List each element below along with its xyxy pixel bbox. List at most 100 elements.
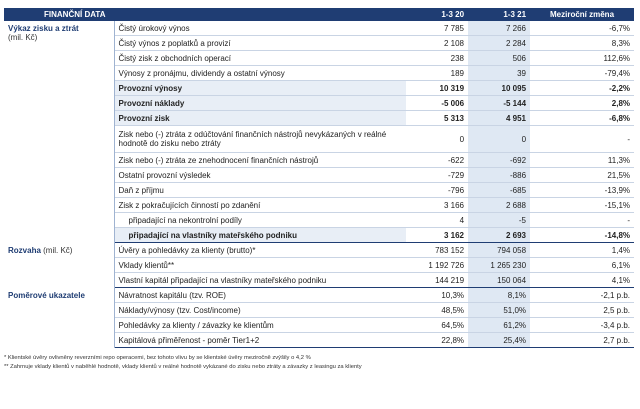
row-value: 3 166	[406, 197, 469, 213]
row-value: 21,5%	[530, 167, 635, 183]
row-value: 10,3%	[406, 287, 469, 303]
row-value: -622	[406, 152, 469, 168]
section-label-cell: Rozvaha (mil. Kč)	[4, 242, 115, 288]
row-label: Čistý úrokový výnos	[114, 21, 407, 36]
footnote: ** Zahrnuje vklady klientů v naběhlé hod…	[4, 364, 362, 370]
section-label-cell: Poměrové ukazatele	[4, 287, 115, 348]
row-label: Náklady/výnosy (tzv. Cost/income)	[114, 302, 407, 318]
row-label: Provozní výnosy	[114, 80, 407, 96]
row-value: -5 006	[406, 95, 469, 111]
row-value: -685	[468, 182, 531, 198]
row-label: Kapitálová přiměřenost - poměr Tier1+2	[114, 332, 407, 348]
row-label: Daň z příjmu	[114, 182, 407, 198]
row-value: 150 064	[468, 272, 531, 288]
row-value: 4 951	[468, 110, 531, 126]
row-label: Pohledávky za klienty / závazky ke klien…	[114, 317, 407, 333]
row-value: 3 162	[406, 227, 469, 243]
section-label: Poměrové ukazatele	[8, 290, 85, 300]
row-value: 0	[406, 125, 469, 153]
header-col: Meziroční změna	[530, 8, 635, 21]
row-label: Úvěry a pohledávky za klienty (brutto)*	[114, 242, 407, 258]
row-value: 7 266	[468, 21, 531, 36]
row-value: -886	[468, 167, 531, 183]
table-row: Daň z příjmu -796 -685 -13,9%	[4, 182, 635, 198]
header-row: FINANČNÍ DATA 1-3 20 1-3 21 Meziroční zm…	[4, 8, 635, 21]
table-row: Provozní výnosy 10 319 10 095 -2,2%	[4, 80, 635, 96]
footnote: * Klientské úvěry ovlivněny reverzními r…	[4, 355, 311, 361]
row-value: 22,8%	[406, 332, 469, 348]
header-col: 1-3 20	[406, 8, 469, 21]
row-value: -	[530, 125, 635, 153]
row-value: 4,1%	[530, 272, 635, 288]
table-row: Vklady klientů** 1 192 726 1 265 230 6,1%	[4, 257, 635, 273]
row-value: -692	[468, 152, 531, 168]
section-label: Výkaz zisku a ztrát	[8, 24, 79, 33]
row-value: 1 265 230	[468, 257, 531, 273]
row-value: 794 058	[468, 242, 531, 258]
footnotes: * Klientské úvěry ovlivněny reverzními r…	[4, 354, 634, 372]
row-value: 238	[406, 50, 469, 66]
table-row: Čistý zisk z obchodních operací 238 506 112…	[4, 50, 635, 66]
row-value: 5 313	[406, 110, 469, 126]
table-row: Čistý výnos z poplatků a provizí 2 108 2 2…	[4, 35, 635, 51]
row-value: 25,4%	[468, 332, 531, 348]
row-value: 783 152	[406, 242, 469, 258]
row-value: -2,1 p.b.	[530, 287, 635, 303]
row-label: Výnosy z pronájmu, dividendy a ostatní v…	[114, 65, 407, 81]
table-row: Provozní náklady -5 006 -5 144 2,8%	[4, 95, 635, 111]
row-value: 2 108	[406, 35, 469, 51]
row-value: 48,5%	[406, 302, 469, 318]
row-value: 64,5%	[406, 317, 469, 333]
table-row: Ostatní provozní výsledek -729 -886 21,5%	[4, 167, 635, 183]
table-row: připadající na vlastníky mateřského podn…	[4, 227, 635, 243]
row-label: Čistý zisk z obchodních operací	[114, 50, 407, 66]
header-title: FINANČNÍ DATA	[4, 8, 407, 21]
table-row: Zisk nebo (-) ztráta ze znehodnocení fin…	[4, 152, 635, 168]
row-value: 2,5 p.b.	[530, 302, 635, 318]
table-row: Pohledávky za klienty / závazky ke klien…	[4, 317, 635, 333]
row-label: Provozní náklady	[114, 95, 407, 111]
section-unit: (mil. Kč)	[8, 33, 38, 42]
row-value: 2,7 p.b.	[530, 332, 635, 348]
financial-table: FINANČNÍ DATA 1-3 20 1-3 21 Meziroční zm…	[4, 8, 635, 348]
row-value: 1,4%	[530, 242, 635, 258]
row-value: 61,2%	[468, 317, 531, 333]
row-label: připadající na vlastníky mateřského podn…	[114, 227, 407, 243]
section-label-cell: Výkaz zisku a ztrát (mil. Kč)	[4, 21, 115, 243]
table-row: připadající na nekontrolní podíly 4 -5-	[4, 212, 635, 228]
row-value: 51,0%	[468, 302, 531, 318]
table-row: Výkaz zisku a ztrát (mil. Kč) Čistý úrokov…	[4, 21, 635, 243]
row-value: -13,9%	[530, 182, 635, 198]
row-value: 8,1%	[468, 287, 531, 303]
row-value: 506	[468, 50, 531, 66]
table-row: Rozvaha (mil. Kč) Úvěry a pohledávky za k…	[4, 242, 635, 288]
row-value: 11,3%	[530, 152, 635, 168]
row-label: Čistý výnos z poplatků a provizí	[114, 35, 407, 51]
section-unit: (mil. Kč)	[43, 245, 73, 255]
table-row: Vlastní kapitál připadající na vlastníky…	[4, 272, 635, 288]
row-value: 39	[468, 65, 531, 81]
row-label: Vlastní kapitál připadající na vlastníky…	[114, 272, 407, 288]
row-value: 2 693	[468, 227, 531, 243]
table-row: Náklady/výnosy (tzv. Cost/income) 48,5% 51…	[4, 302, 635, 318]
row-value: 144 219	[406, 272, 469, 288]
row-value: -79,4%	[530, 65, 635, 81]
row-label: Návratnost kapitálu (tzv. ROE)	[114, 287, 407, 303]
row-value: 2 688	[468, 197, 531, 213]
row-value: -5	[468, 212, 531, 228]
row-label: Zisk z pokračujících činností po zdanění	[114, 197, 407, 213]
table-row: Provozní zisk 5 313 4 951 -6,8%	[4, 110, 635, 126]
row-value: -729	[406, 167, 469, 183]
row-value: 7 785	[406, 21, 469, 36]
row-value: -14,8%	[530, 227, 635, 243]
row-value: -796	[406, 182, 469, 198]
table-row: Zisk nebo (-) ztráta z odúčtování finanč…	[4, 125, 635, 153]
table-row: Výnosy z pronájmu, dividendy a ostatní v…	[4, 65, 635, 81]
row-value: -6,8%	[530, 110, 635, 126]
row-label: Zisk nebo (-) ztráta z odúčtování finanč…	[114, 125, 407, 153]
row-value: 189	[406, 65, 469, 81]
row-value: 112,6%	[530, 50, 635, 66]
row-value: -6,7%	[530, 21, 635, 36]
table-row: Zisk z pokračujících činností po zdanění…	[4, 197, 635, 213]
